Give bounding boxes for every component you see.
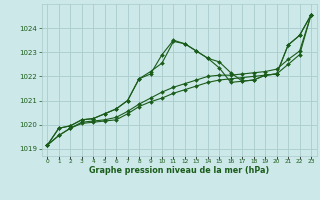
X-axis label: Graphe pression niveau de la mer (hPa): Graphe pression niveau de la mer (hPa) <box>89 166 269 175</box>
